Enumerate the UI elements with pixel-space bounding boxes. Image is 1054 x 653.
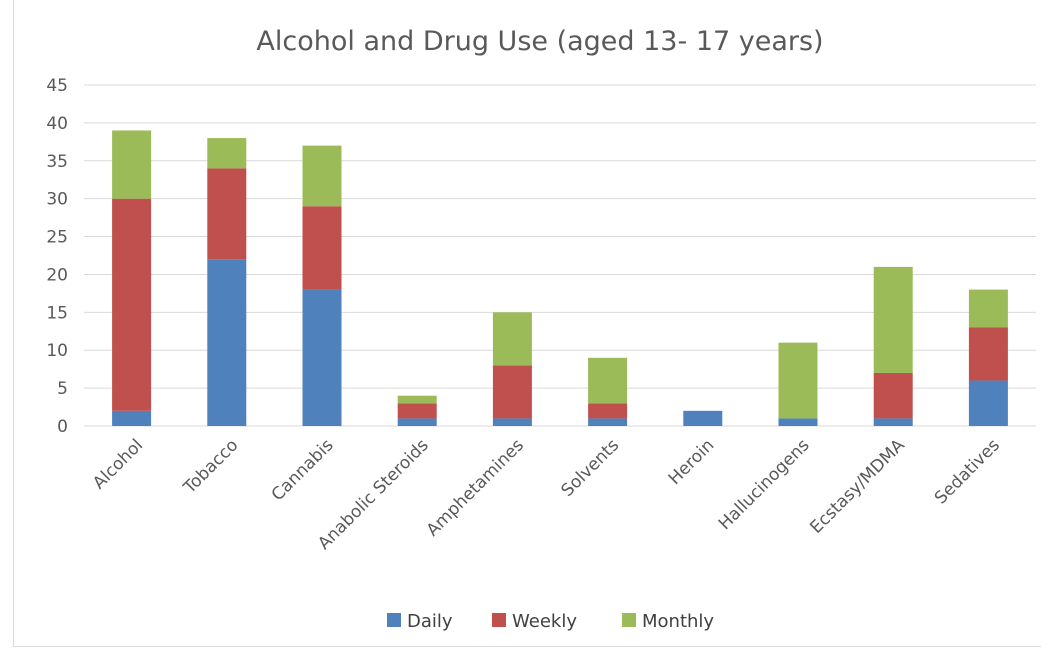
y-tick-label: 25 [46,228,68,248]
bar-monthly-ecstasy-mdma [873,266,913,373]
bar-weekly-ecstasy-mdma [873,372,913,419]
legend-label-monthly: Monthly [642,611,714,632]
bar-daily-heroin [683,410,723,426]
x-tick-label: Sedatives [931,435,1004,508]
bar-weekly-amphetamines [492,365,532,419]
bar-weekly-cannabis [302,206,342,290]
bar-daily-anabolic-steroids [397,418,437,426]
x-tick-label: Amphetamines [423,435,528,540]
bar-daily-amphetamines [492,418,532,426]
bars [112,130,1008,426]
x-tick-label: Alcohol [89,435,147,493]
legend-swatch-daily [387,613,401,627]
y-tick-label: 10 [46,341,68,361]
bar-daily-sedatives [968,380,1008,426]
bar-daily-hallucinogens [778,418,818,426]
x-tick-label: Tobacco [179,435,242,498]
bar-monthly-cannabis [302,145,342,207]
bar-monthly-amphetamines [492,312,532,366]
bar-monthly-sedatives [968,289,1008,328]
bar-daily-ecstasy-mdma [873,418,913,426]
chart-frame [13,0,1041,647]
bar-monthly-hallucinogens [778,342,818,419]
y-tick-label: 20 [46,265,68,285]
x-tick-label: Heroin [665,435,719,489]
y-tick-label: 30 [46,190,68,210]
bar-weekly-anabolic-steroids [397,403,437,419]
legend: Daily Weekly Monthly [387,611,714,632]
chart-title: Alcohol and Drug Use (aged 13- 17 years) [256,26,823,57]
bar-monthly-solvents [588,357,628,404]
x-tick-label: Ecstasy/MDMA [806,435,909,538]
bar-monthly-anabolic-steroids [397,395,437,404]
bar-monthly-tobacco [207,138,247,169]
bar-monthly-alcohol [112,130,152,199]
x-tick-label: Hallucinogens [715,435,814,534]
y-tick-label: 5 [57,379,68,399]
legend-swatch-weekly [492,613,506,627]
bar-daily-alcohol [112,410,152,426]
bar-weekly-tobacco [207,168,247,260]
bar-daily-solvents [588,418,628,426]
y-tick-label: 45 [46,76,68,96]
y-tick-label: 35 [46,152,68,172]
legend-label-daily: Daily [407,611,453,632]
y-tick-label: 15 [46,303,68,323]
bar-weekly-alcohol [112,198,152,411]
legend-label-weekly: Weekly [512,611,577,632]
x-tick-label: Cannabis [268,435,338,505]
bar-daily-cannabis [302,289,342,426]
y-axis: 0 5 10 15 20 25 30 35 40 45 [46,76,68,437]
x-tick-label: Solvents [558,435,624,501]
bar-weekly-solvents [588,403,628,419]
bar-weekly-sedatives [968,327,1008,381]
y-tick-label: 0 [57,417,68,437]
bar-daily-tobacco [207,259,247,426]
legend-swatch-monthly [622,613,636,627]
y-tick-label: 40 [46,114,68,134]
